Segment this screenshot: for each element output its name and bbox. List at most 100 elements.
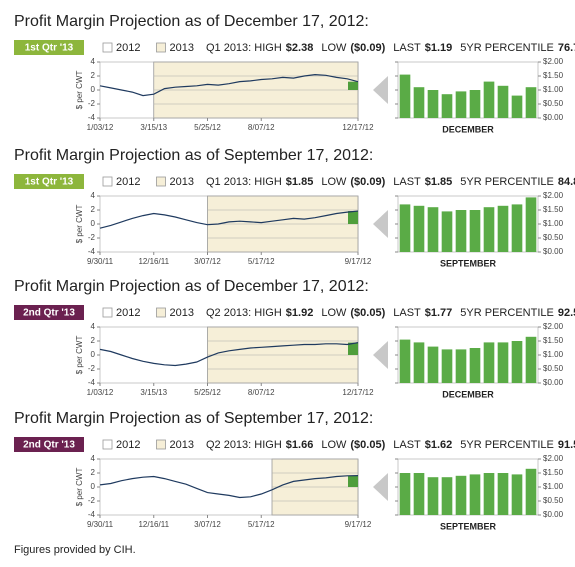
bar <box>399 339 411 383</box>
bar <box>483 473 495 515</box>
x-tick-label: 9/30/11 <box>87 257 114 266</box>
stat-label: Q2 2013: HIGH <box>206 439 282 451</box>
badge <box>14 40 84 55</box>
y-tick-label: 2 <box>91 468 96 477</box>
pointer-arrow <box>373 473 388 501</box>
legend-swatch <box>102 42 113 53</box>
y-tick-label: $0.00 <box>543 113 564 122</box>
badge <box>14 174 84 189</box>
stat-value: 76.7% <box>558 42 575 54</box>
legend-swatch <box>102 176 113 187</box>
x-tick-label: 5/17/12 <box>248 520 275 529</box>
bar <box>427 477 439 515</box>
y-tick-label: $1.50 <box>543 336 564 345</box>
x-tick-label: 8/07/12 <box>248 123 275 132</box>
x-tick-label: 12/16/11 <box>138 257 169 266</box>
stat-label: Q1 2013: HIGH <box>206 176 282 188</box>
stat-value: $1.92 <box>286 307 314 319</box>
y-tick-label: 4 <box>91 322 96 331</box>
bar <box>525 87 537 118</box>
stat-label: LOW <box>321 439 347 451</box>
y-tick-label: 2 <box>91 71 96 80</box>
stat-label: 5YR PERCENTILE <box>460 42 554 54</box>
badge-label: 1st Qtr '13 <box>25 43 74 54</box>
y-tick-label: 0 <box>91 350 96 359</box>
last-value <box>348 342 358 355</box>
y-axis-label: $ per CWT <box>75 336 84 375</box>
bar <box>511 204 523 252</box>
badge <box>14 305 84 320</box>
bar <box>497 205 509 252</box>
stat-label: LAST <box>393 439 421 451</box>
line-series <box>99 210 359 229</box>
bar <box>455 91 467 118</box>
stat-value: $1.19 <box>425 42 453 54</box>
pointer-arrow <box>373 76 388 104</box>
x-axis-label: SEPTEMBER <box>440 521 497 531</box>
bar <box>483 81 495 118</box>
x-tick-label: 12/17/12 <box>342 388 374 397</box>
bar <box>469 348 481 383</box>
bar <box>497 85 509 118</box>
y-tick-label: $1.50 <box>543 468 564 477</box>
y-tick-label: -2 <box>88 496 96 505</box>
bar <box>441 349 453 383</box>
bar <box>511 95 523 118</box>
x-tick-label: 3/07/12 <box>194 520 221 529</box>
x-tick-label: 8/07/12 <box>248 388 275 397</box>
panel-title: Profit Margin Projection as of September… <box>14 410 373 427</box>
y-tick-label: $2.00 <box>543 322 564 331</box>
stat-value: $1.85 <box>286 176 314 188</box>
y-tick-label: $2.00 <box>543 454 564 463</box>
x-tick-label: 1/03/12 <box>87 388 114 397</box>
y-tick-label: -4 <box>88 510 96 519</box>
bar <box>399 74 411 118</box>
legend-label: 2012 <box>116 439 140 451</box>
legend-label: 2012 <box>116 307 140 319</box>
bar <box>399 473 411 515</box>
x-tick-label: 9/17/12 <box>345 257 372 266</box>
y-tick-label: $1.00 <box>543 85 564 94</box>
stat-label: Q1 2013: HIGH <box>206 42 282 54</box>
y-axis-label: $ per CWT <box>75 71 84 110</box>
y-tick-label: 2 <box>91 205 96 214</box>
stat-value: ($0.05) <box>350 307 385 319</box>
y-tick-label: -4 <box>88 247 96 256</box>
stats: Q1 2013: HIGH $1.85 LOW ($0.09) LAST $1.85 5YR… <box>206 176 575 188</box>
stat-label: Q2 2013: HIGH <box>206 307 282 319</box>
bar <box>413 205 425 252</box>
bar <box>511 474 523 515</box>
x-tick-label: 3/07/12 <box>194 257 221 266</box>
legend-swatch <box>102 439 113 450</box>
bar <box>427 346 439 383</box>
stats: Q2 2013: HIGH $1.92 LOW ($0.05) LAST $1.77 5YR… <box>206 307 575 319</box>
line-series <box>99 342 359 367</box>
last-value <box>348 475 358 487</box>
stat-value: ($0.09) <box>350 176 385 188</box>
y-tick-label: 4 <box>91 191 96 200</box>
stat-label: LOW <box>321 42 347 54</box>
stat-value: 91.5% <box>558 439 575 451</box>
x-axis-label: DECEMBER <box>442 124 494 134</box>
y-tick-label: 2 <box>91 336 96 345</box>
y-tick-label: -2 <box>88 364 96 373</box>
stat-value: 84.8% <box>558 176 575 188</box>
bar <box>427 207 439 252</box>
legend-swatch <box>102 307 113 318</box>
badge <box>14 437 84 452</box>
y-tick-label: 0 <box>91 85 96 94</box>
bar <box>413 473 425 515</box>
last-value <box>348 81 358 90</box>
y-tick-label: -2 <box>88 99 96 108</box>
stat-label: LOW <box>321 307 347 319</box>
bar <box>497 473 509 515</box>
bar <box>469 90 481 118</box>
y-tick-label: $0.50 <box>543 364 564 373</box>
stat-label: LAST <box>393 176 421 188</box>
legend-swatch <box>156 176 166 187</box>
bar <box>413 342 425 383</box>
legend-label: 2013 <box>169 42 193 54</box>
y-tick-label: -4 <box>88 378 96 387</box>
stat-label: 5YR PERCENTILE <box>460 439 554 451</box>
x-tick-label: 12/17/12 <box>342 123 374 132</box>
